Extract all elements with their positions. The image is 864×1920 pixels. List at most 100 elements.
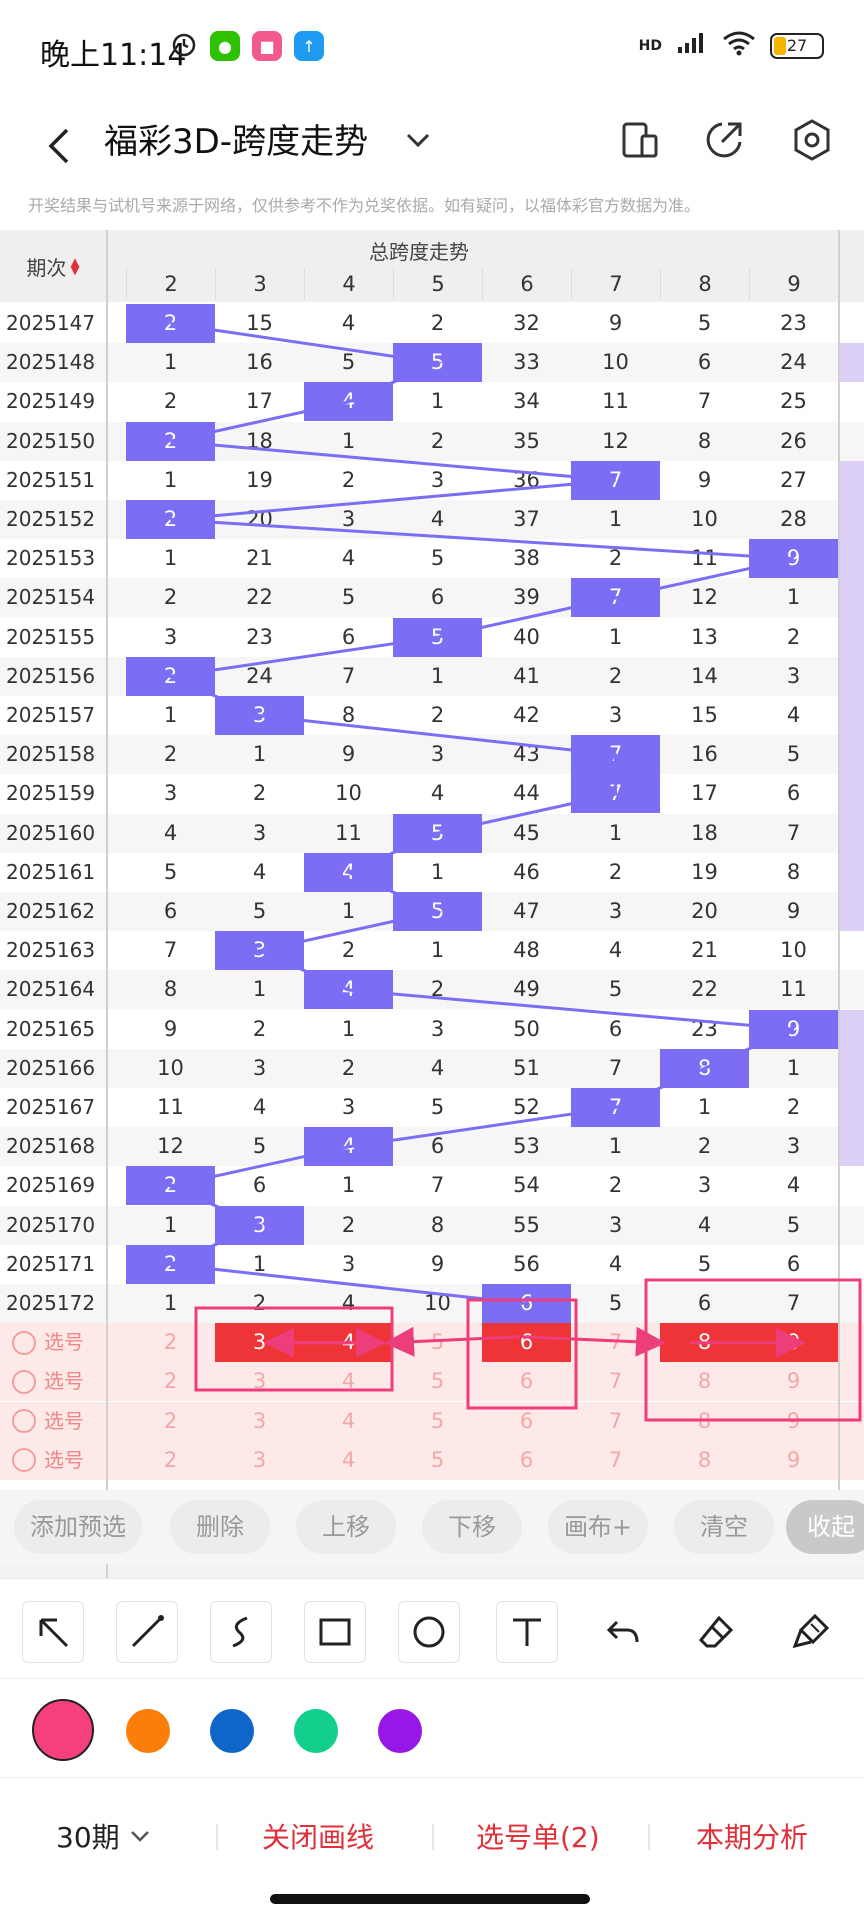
pick-cell[interactable]: 6 <box>519 1408 534 1433</box>
analysis-button[interactable]: 本期分析 <box>696 1821 809 1854</box>
move-up-button[interactable]: 上移 <box>296 1500 396 1554</box>
pick-cell[interactable]: 8 <box>697 1408 712 1433</box>
freehand-icon[interactable] <box>210 1601 272 1663</box>
period-selector[interactable]: 30期 <box>56 1816 152 1856</box>
add-preselect-button[interactable]: 添加预选 <box>14 1500 142 1554</box>
pick-cell[interactable]: 4 <box>341 1447 356 1472</box>
side-indicator-bar <box>838 460 864 540</box>
span-hit-cell: 5 <box>393 617 482 657</box>
color-pink-swatch[interactable] <box>32 1699 94 1761</box>
pick-cell[interactable]: 5 <box>430 1330 445 1355</box>
pick-cell[interactable]: 3 <box>252 1408 267 1433</box>
pick-cell[interactable]: 8 <box>697 1369 712 1394</box>
span-hit-cell: 4 <box>304 1127 393 1167</box>
undo-icon[interactable] <box>592 1601 654 1663</box>
pick-cell[interactable]: 5 <box>430 1408 445 1433</box>
canvas-plus-button[interactable]: 画布+ <box>548 1500 648 1554</box>
circle-icon[interactable] <box>398 1601 460 1663</box>
omission-cell: 1 <box>341 899 356 923</box>
omission-cell: 1 <box>341 428 356 453</box>
back-button[interactable] <box>36 116 80 176</box>
pick-cell[interactable]: 4 <box>341 1369 356 1394</box>
color-blue-swatch[interactable] <box>210 1709 254 1753</box>
omission-cell: 22 <box>691 977 718 1002</box>
omission-cell: 1 <box>163 1212 178 1237</box>
pick-row-label[interactable]: 选号 <box>12 1323 108 1362</box>
rectangle-icon[interactable] <box>304 1601 366 1663</box>
pick-cell[interactable]: 7 <box>608 1447 623 1472</box>
collapse-button[interactable]: 收起 <box>786 1500 864 1554</box>
pick-label-text: 选号 <box>44 1369 84 1394</box>
pick-cell[interactable]: 7 <box>608 1369 623 1394</box>
group-header-title: 总跨度走势 <box>369 240 469 264</box>
pick-cell-selected[interactable]: 6 <box>482 1323 571 1363</box>
text-icon[interactable] <box>496 1601 558 1663</box>
omission-cell: 53 <box>513 1134 540 1159</box>
clear-brush-icon[interactable] <box>780 1601 842 1663</box>
omission-cell: 4 <box>163 820 178 845</box>
share-icon[interactable] <box>700 116 748 164</box>
pick-cell[interactable]: 6 <box>519 1369 534 1394</box>
pick-cell-selected[interactable]: 4 <box>304 1323 393 1363</box>
pick-cell-selected[interactable]: 8 <box>660 1323 749 1363</box>
radio-circle-icon[interactable] <box>12 1448 36 1473</box>
pick-row-label[interactable]: 选号 <box>12 1441 108 1480</box>
omission-cell: 21 <box>691 938 718 963</box>
arrow-icon[interactable] <box>22 1601 84 1663</box>
close-lines-button[interactable]: 关闭画线 <box>262 1821 375 1854</box>
line-icon[interactable] <box>116 1601 178 1663</box>
pick-cell[interactable]: 3 <box>252 1369 267 1394</box>
radio-circle-icon[interactable] <box>12 1369 36 1394</box>
pick-cell[interactable]: 9 <box>786 1369 801 1394</box>
pick-cell[interactable]: 4 <box>341 1408 356 1433</box>
home-indicator[interactable] <box>270 1894 590 1904</box>
omission-cell: 56 <box>513 1251 540 1276</box>
omission-cell: 28 <box>780 507 807 531</box>
omission-cell: 4 <box>608 1251 623 1276</box>
pick-cell[interactable]: 2 <box>163 1408 178 1433</box>
pick-list-button[interactable]: 选号单(2) <box>476 1821 600 1854</box>
color-orange-swatch[interactable] <box>126 1709 170 1753</box>
pick-cell-selected[interactable]: 9 <box>749 1323 838 1363</box>
issue-sort-header[interactable]: 期次 ▲ ▼ <box>0 230 106 302</box>
pick-cell[interactable]: 8 <box>697 1447 712 1472</box>
pick-cell[interactable]: 7 <box>608 1408 623 1433</box>
pick-cell[interactable]: 2 <box>163 1369 178 1394</box>
pick-cell[interactable]: 6 <box>519 1447 534 1472</box>
radio-circle-icon[interactable] <box>12 1409 36 1434</box>
omission-cell: 6 <box>430 1134 445 1159</box>
delete-button[interactable]: 删除 <box>170 1500 270 1554</box>
clear-button[interactable]: 清空 <box>674 1500 774 1554</box>
pick-cell[interactable]: 2 <box>163 1447 178 1472</box>
pick-cell[interactable]: 5 <box>430 1369 445 1394</box>
device-switch-icon[interactable] <box>616 116 664 164</box>
radio-circle-icon[interactable] <box>12 1330 36 1355</box>
pick-cell[interactable]: 3 <box>252 1447 267 1472</box>
omission-cell: 5 <box>341 585 356 610</box>
chevron-down-icon[interactable] <box>400 122 436 158</box>
color-green-swatch[interactable] <box>294 1709 338 1753</box>
color-purple-swatch[interactable] <box>378 1709 422 1753</box>
pick-cell[interactable]: 2 <box>163 1330 178 1355</box>
span-hit-cell: 6 <box>482 1284 571 1323</box>
issue-number: 2025151 <box>6 467 96 492</box>
pick-row-label[interactable]: 选号 <box>12 1402 108 1441</box>
table-row: 2025159 3 2 10 4 44 7 17 6 <box>0 774 864 814</box>
omission-cell: 8 <box>786 859 801 884</box>
omission-cell: 2 <box>341 1055 356 1080</box>
page-title[interactable]: 福彩3D-跨度走势 <box>104 122 369 162</box>
span-hit-cell: 4 <box>304 852 393 892</box>
pick-cell[interactable]: 9 <box>786 1408 801 1433</box>
eraser-icon[interactable] <box>686 1601 748 1663</box>
omission-cell: 17 <box>246 389 273 414</box>
pick-cell[interactable]: 5 <box>430 1447 445 1472</box>
omission-cell: 14 <box>691 663 718 688</box>
pick-cell[interactable]: 7 <box>608 1330 623 1355</box>
move-down-button[interactable]: 下移 <box>422 1500 522 1554</box>
omission-cell: 5 <box>430 546 445 571</box>
pick-cell[interactable]: 9 <box>786 1447 801 1472</box>
pick-cell-selected[interactable]: 3 <box>215 1323 304 1363</box>
settings-icon[interactable] <box>788 116 836 164</box>
pick-row-label[interactable]: 选号 <box>12 1362 108 1401</box>
